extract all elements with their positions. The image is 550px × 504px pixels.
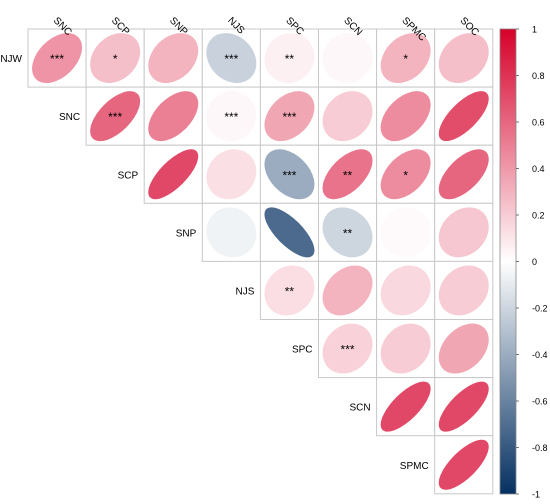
colorbar-tick-label: -0.6 xyxy=(532,397,548,407)
significance-label: *** xyxy=(282,110,296,124)
correlation-ellipse xyxy=(438,149,489,200)
correlation-ellipse xyxy=(264,33,315,84)
colorbar-tick-label: 0.6 xyxy=(532,118,545,128)
colorbar-tick-label: 0.4 xyxy=(532,164,545,174)
correlation-ellipse xyxy=(380,149,431,200)
significance-label: ** xyxy=(343,168,353,182)
correlation-ellipse xyxy=(322,33,373,84)
correlation-ellipse xyxy=(264,149,315,200)
significance-layer: *** * *** ** **** *** ****** ** ******** xyxy=(50,52,408,357)
colorbar-tick-label: 0.8 xyxy=(532,71,545,81)
correlation-ellipse xyxy=(322,91,373,142)
row-label: SNC xyxy=(59,112,80,123)
correlation-ellipse xyxy=(380,381,431,432)
significance-label: ** xyxy=(285,284,295,298)
row-labels: NJW SNC SCP SNP NJS SPC SCN SPMC xyxy=(0,54,428,472)
correlation-ellipse xyxy=(438,439,489,490)
significance-label: ** xyxy=(343,226,353,240)
row-label: SCN xyxy=(349,403,370,414)
significance-label: * xyxy=(403,168,408,182)
significance-label: *** xyxy=(224,110,238,124)
colorbar-tick-label: 0.2 xyxy=(532,211,545,221)
row-label: SPMC xyxy=(400,461,429,472)
significance-label: * xyxy=(403,52,408,66)
correlation-ellipse xyxy=(380,207,431,258)
correlation-ellipse xyxy=(380,265,431,316)
row-label: SCP xyxy=(118,170,139,181)
correlation-ellipse xyxy=(380,91,431,142)
significance-label: *** xyxy=(341,343,355,357)
correlation-ellipse xyxy=(206,33,257,84)
correlation-ellipse xyxy=(148,33,199,84)
correlation-ellipse xyxy=(380,323,431,374)
correlation-ellipse xyxy=(438,323,489,374)
correlation-ellipse xyxy=(322,323,373,374)
significance-label: * xyxy=(113,52,118,66)
correlation-ellipse xyxy=(438,265,489,316)
significance-label: *** xyxy=(108,110,122,124)
colorbar-tick-label: -0.8 xyxy=(532,443,548,453)
correlation-ellipse xyxy=(148,149,199,200)
correlation-ellipse xyxy=(322,265,373,316)
ellipse-layer xyxy=(32,33,489,490)
correlation-ellipse xyxy=(438,33,489,84)
correlation-ellipse xyxy=(438,207,489,258)
correlation-ellipse xyxy=(206,207,257,258)
colorbar-tick-label: 1 xyxy=(532,25,537,35)
correlation-ellipse xyxy=(322,149,373,200)
colorbar-tick-label: -1 xyxy=(532,490,540,500)
significance-label: *** xyxy=(224,52,238,66)
colorbar: 1 0.8 0.6 0.4 0.2 0 -0.2 -0.4 -0.6 -0.8 -1 xyxy=(499,25,548,500)
row-label: NJS xyxy=(235,286,254,297)
correlation-ellipse xyxy=(90,91,141,142)
correlation-ellipse xyxy=(32,33,83,84)
correlation-ellipse xyxy=(264,265,315,316)
correlation-ellipse xyxy=(264,91,315,142)
significance-label: *** xyxy=(282,168,296,182)
colorbar-gradient xyxy=(499,28,517,495)
correlation-ellipse xyxy=(438,381,489,432)
colorbar-tick-label: -0.4 xyxy=(532,350,548,360)
significance-label: *** xyxy=(50,52,64,66)
row-label: SPC xyxy=(292,345,313,356)
correlation-ellipse xyxy=(322,207,373,258)
correlation-ellipse xyxy=(438,91,489,142)
correlation-ellipse xyxy=(380,33,431,84)
significance-label: ** xyxy=(285,52,295,66)
correlation-ellipse xyxy=(264,207,315,258)
correlation-ellipse xyxy=(206,91,257,142)
colorbar-tick-label: 0 xyxy=(532,257,537,267)
row-label: NJW xyxy=(0,54,22,65)
colorbar-tick-label: -0.2 xyxy=(532,304,548,314)
correlation-ellipse xyxy=(206,149,257,200)
row-label: SNP xyxy=(176,228,197,239)
correlation-ellipse xyxy=(90,33,141,84)
